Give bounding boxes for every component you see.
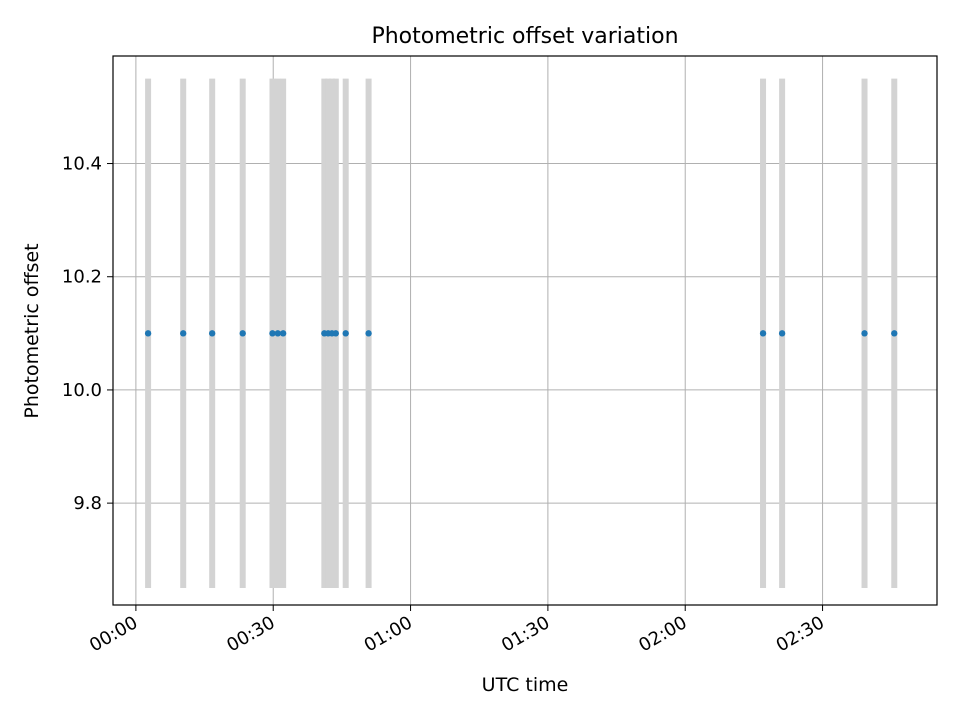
- y-axis-ticks: 9.8 10.0 10.2 10.4: [62, 154, 113, 514]
- data-points: [144, 330, 898, 337]
- data-point: [274, 330, 281, 337]
- data-point: [861, 330, 868, 337]
- axes-frame: [112, 55, 938, 606]
- data-point: [279, 330, 287, 337]
- y-tick-label: 10.0: [62, 380, 102, 401]
- data-point: [778, 330, 786, 337]
- y-tick-label: 9.8: [73, 493, 102, 514]
- plot-area: [113, 56, 937, 605]
- data-point: [332, 330, 339, 337]
- data-point: [239, 330, 246, 337]
- data-point: [269, 330, 276, 337]
- x-axis-label: UTC time: [482, 674, 569, 696]
- data-point: [342, 330, 349, 337]
- data-point: [179, 330, 187, 337]
- data-point: [891, 330, 898, 337]
- data-point: [144, 330, 152, 337]
- y-axis-label: Photometric offset: [21, 243, 43, 418]
- data-point: [365, 330, 372, 337]
- y-tick-label: 10.2: [62, 267, 102, 288]
- y-tick-label: 10.4: [62, 154, 102, 175]
- data-point: [759, 330, 767, 337]
- data-point: [208, 330, 216, 337]
- chart-title: Photometric offset variation: [371, 24, 678, 49]
